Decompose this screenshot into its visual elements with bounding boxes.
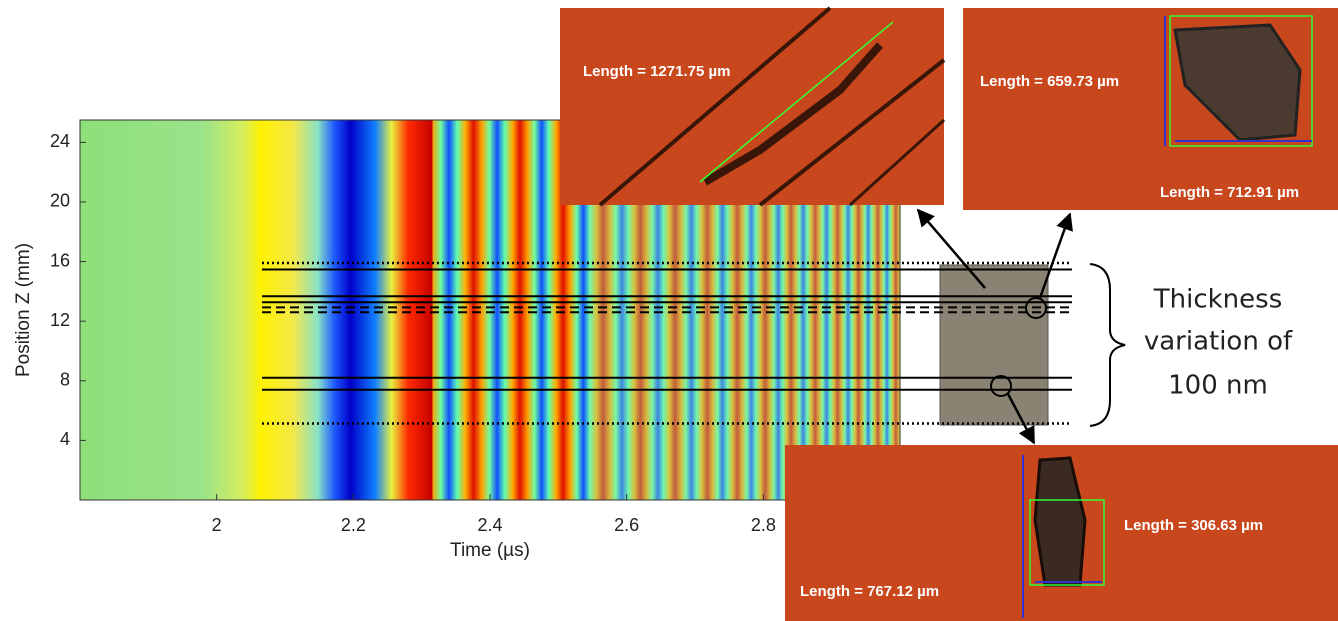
y-axis-label: Position Z (mm)	[13, 243, 34, 377]
inset-label: Length = 767.12 µm	[800, 583, 939, 600]
inset: Length = 659.73 µm Length = 712.91 µm	[963, 8, 1338, 210]
defect-marker	[1025, 297, 1047, 319]
inset-label: Length = 712.91 µm	[1160, 184, 1299, 201]
thickness-lines	[262, 261, 1072, 425]
y-tick-label: 4	[60, 429, 70, 449]
defect-marker	[990, 375, 1012, 397]
arrows	[916, 208, 1073, 445]
annotation: Thickness	[1153, 285, 1283, 315]
x-tick-label: 2	[212, 515, 222, 535]
inset-label: Length = 1271.75 µm	[583, 63, 730, 80]
y-tick-label: 16	[50, 250, 70, 270]
annotation: 100 nm	[1168, 371, 1268, 401]
annotation: variation of	[1144, 327, 1293, 357]
inset-label: Length = 659.73 µm	[980, 73, 1119, 90]
x-tick-label: 2.8	[751, 515, 776, 535]
x-tick-label: 2.2	[341, 515, 366, 535]
sample	[939, 264, 1049, 426]
y-tick-label: 8	[60, 370, 70, 390]
axes: 2 2.2 2.4 2.6 2.8 4 8 12 16 20 24	[50, 131, 776, 535]
inset: Length = 1271.75 µm	[560, 6, 946, 207]
inset-label: Length = 306.63 µm	[1124, 517, 1263, 534]
y-tick-label: 12	[50, 310, 70, 330]
inset: Length = 306.63 µm Length = 767.12 µm	[785, 445, 1338, 621]
brace	[1089, 263, 1126, 427]
y-tick-label: 24	[50, 131, 70, 151]
x-tick-label: 2.4	[477, 515, 502, 535]
y-tick-label: 20	[50, 191, 70, 211]
x-tick-label: 2.6	[614, 515, 639, 535]
x-axis-label: Time (µs)	[450, 540, 530, 561]
